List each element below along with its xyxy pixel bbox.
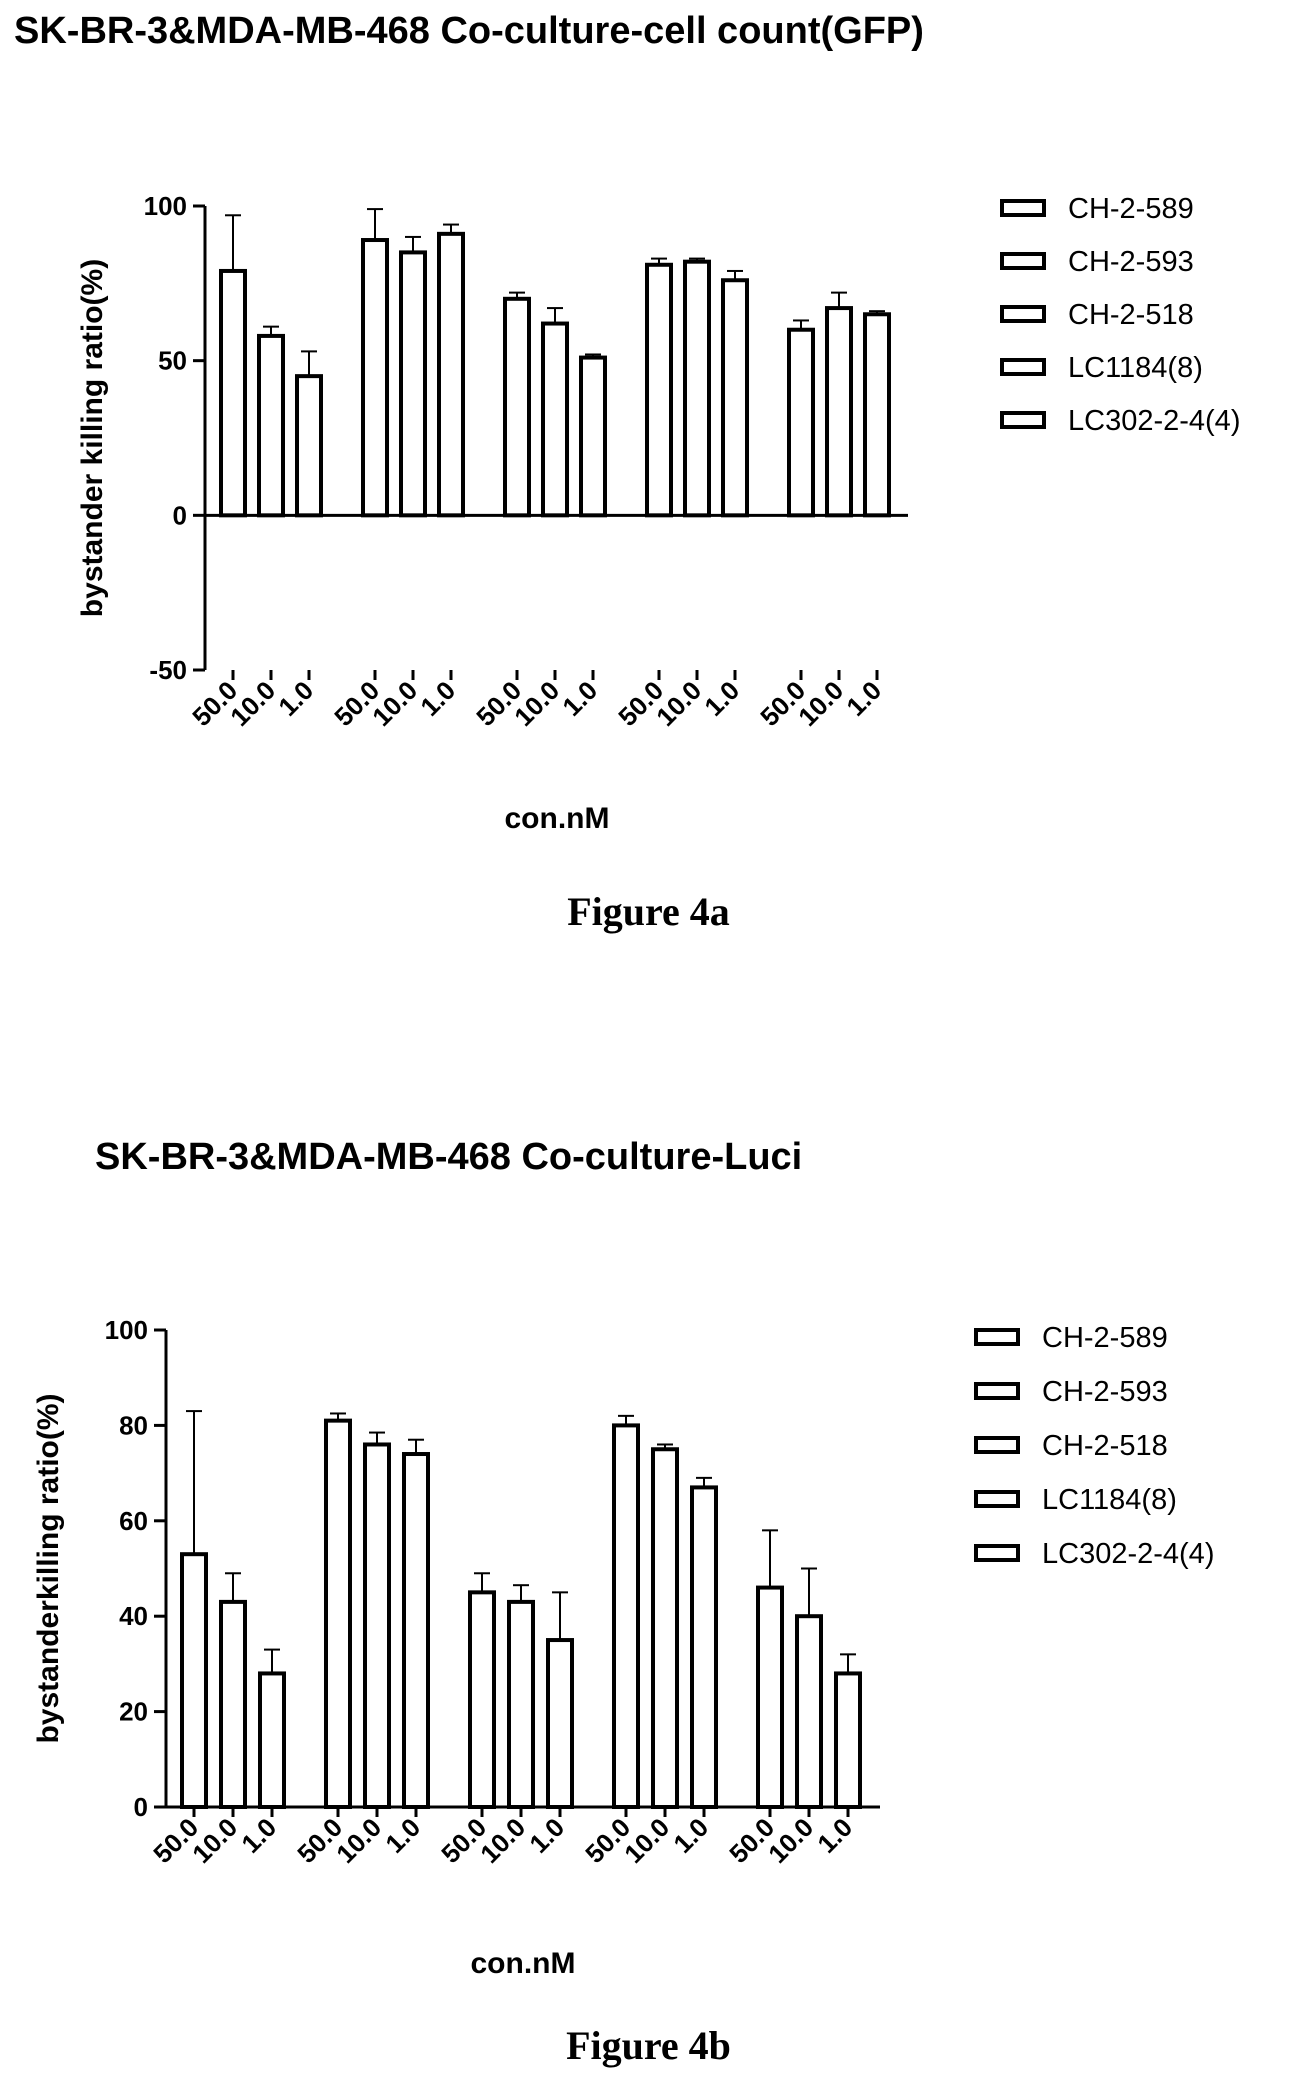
bar <box>180 1552 208 1809</box>
x-tick-label: 10.0 <box>366 675 423 732</box>
bar <box>787 327 815 518</box>
y-tick-label: 100 <box>144 191 187 221</box>
bar <box>863 312 891 518</box>
y-axis-title: bystanderkilling ratio(%) <box>32 1393 65 1743</box>
bar <box>295 374 323 518</box>
bar <box>756 1585 784 1809</box>
x-tick-label: 1.0 <box>523 1812 570 1859</box>
bar <box>721 278 749 518</box>
legend-label: CH-2-593 <box>1068 246 1194 278</box>
x-tick-label: 10.0 <box>618 1812 675 1869</box>
x-tick-label: 1.0 <box>235 1812 282 1859</box>
legend-label: LC1184(8) <box>1042 1484 1177 1516</box>
legend-label: LC1184(8) <box>1068 352 1203 384</box>
y-tick-label: -50 <box>149 655 187 685</box>
y-axis-title: bystander killing ratio(%) <box>76 259 109 617</box>
x-axis-title: con.nM <box>505 802 610 835</box>
bar <box>795 1614 823 1810</box>
bar <box>579 355 607 518</box>
bar <box>219 1599 247 1810</box>
x-tick-label: 1.0 <box>379 1812 426 1859</box>
legend-swatch <box>1000 305 1046 323</box>
legend-swatch <box>974 1490 1020 1508</box>
bar <box>399 250 427 518</box>
bar <box>258 1671 286 1809</box>
legend-swatch <box>974 1328 1020 1346</box>
legend-swatch <box>974 1544 1020 1562</box>
bar <box>507 1599 535 1810</box>
bar <box>645 262 673 518</box>
y-tick-label: 100 <box>105 1315 148 1345</box>
x-tick-label: 10.0 <box>508 675 565 732</box>
legend-label: LC302-2-4(4) <box>1042 1538 1214 1570</box>
bar <box>651 1447 679 1809</box>
x-tick-label: 1.0 <box>556 675 603 722</box>
bar <box>546 1638 574 1809</box>
bar <box>324 1418 352 1809</box>
bar <box>834 1671 862 1809</box>
bar <box>363 1442 391 1809</box>
legend-swatch <box>1000 358 1046 376</box>
y-tick-label: 40 <box>119 1601 148 1631</box>
legend-label: CH-2-589 <box>1042 1322 1168 1354</box>
y-tick-label: 60 <box>119 1506 148 1536</box>
legend-label: CH-2-593 <box>1042 1376 1168 1408</box>
bar <box>541 321 569 518</box>
x-tick-label: 10.0 <box>650 675 707 732</box>
legend-label: CH-2-518 <box>1042 1430 1168 1462</box>
bar <box>219 268 247 518</box>
bar <box>683 259 711 518</box>
x-tick-label: 10.0 <box>792 675 849 732</box>
x-tick-label: 1.0 <box>698 675 745 722</box>
bar <box>361 238 389 518</box>
x-tick-label: 1.0 <box>272 675 319 722</box>
bar <box>612 1423 640 1809</box>
chart-a-title: SK-BR-3&MDA-MB-468 Co-culture-cell count… <box>14 10 924 52</box>
legend-swatch <box>974 1382 1020 1400</box>
chart-a-caption: Figure 4a <box>567 889 730 934</box>
x-axis-title: con.nM <box>471 1947 576 1980</box>
bar <box>257 333 285 518</box>
x-tick-label: 10.0 <box>330 1812 387 1869</box>
chart-b-title: SK-BR-3&MDA-MB-468 Co-culture-Luci <box>95 1136 803 1178</box>
chart-b-caption: Figure 4b <box>566 2023 731 2068</box>
legend-swatch <box>1000 411 1046 429</box>
y-tick-label: 80 <box>119 1410 148 1440</box>
legend-label: CH-2-589 <box>1068 193 1194 225</box>
legend-swatch <box>1000 252 1046 270</box>
bar <box>437 231 465 518</box>
x-tick-label: 1.0 <box>811 1812 858 1859</box>
x-tick-label: 10.0 <box>224 675 281 732</box>
x-tick-label: 10.0 <box>186 1812 243 1869</box>
bar <box>503 296 531 518</box>
bar <box>402 1452 430 1809</box>
bar <box>690 1485 718 1809</box>
legend-label: LC302-2-4(4) <box>1068 405 1240 437</box>
x-tick-label: 10.0 <box>762 1812 819 1869</box>
x-tick-label: 1.0 <box>414 675 461 722</box>
y-tick-label: 50 <box>158 346 187 376</box>
x-tick-label: 10.0 <box>474 1812 531 1869</box>
legend-swatch <box>1000 199 1046 217</box>
y-tick-label: 0 <box>173 500 187 530</box>
legend-swatch <box>974 1436 1020 1454</box>
y-tick-label: 20 <box>119 1697 148 1727</box>
bar <box>468 1590 496 1809</box>
y-tick-label: 0 <box>134 1792 148 1822</box>
legend-label: CH-2-518 <box>1068 299 1194 331</box>
x-tick-label: 1.0 <box>840 675 887 722</box>
x-tick-label: 1.0 <box>667 1812 714 1859</box>
bar <box>825 306 853 518</box>
